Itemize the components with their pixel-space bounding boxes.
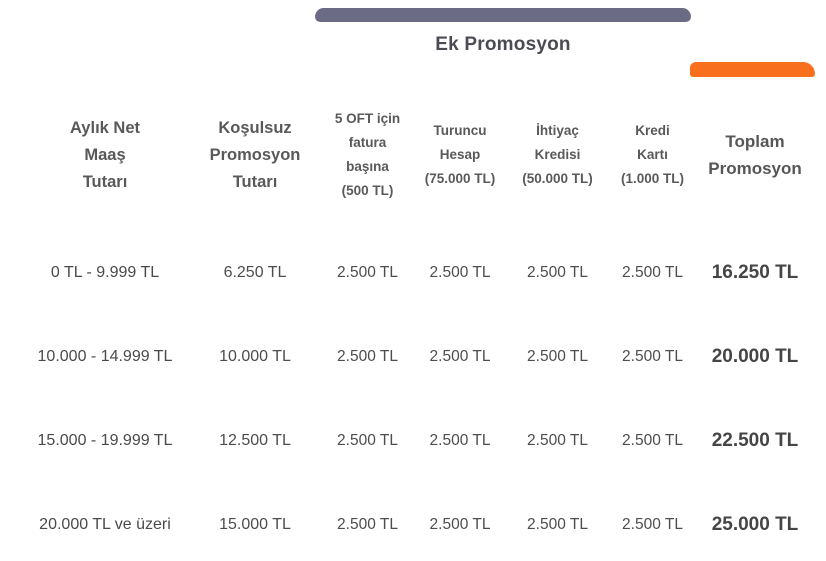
cell-unconditional-promotion: 15.000 TL: [219, 516, 291, 533]
cell-oft-value: 2.500 TL: [337, 348, 398, 365]
cell-salary-range: 0 TL - 9.999 TL: [50, 264, 160, 281]
cell-unconditional-promotion: 10.000 TL: [219, 348, 291, 365]
table-body: 0 TL - 9.999 TL 6.250 TL 2.500 TL 2.500 …: [20, 210, 815, 561]
promotion-table: Aylık Net Maaş Tutarı Koşulsuz Promosyon…: [20, 100, 815, 561]
table-row: 0 TL - 9.999 TL 6.250 TL 2.500 TL 2.500 …: [20, 231, 815, 315]
ek-promosyon-tab-bar: [315, 8, 691, 22]
cell-total-promotion: 16.250 TL: [711, 262, 799, 283]
cell-turuncu-value: 2.500 TL: [429, 516, 491, 533]
table-row: 10.000 - 14.999 TL 10.000 TL 2.500 TL 2.…: [20, 315, 815, 399]
cell-oft-value: 2.500 TL: [337, 432, 398, 449]
col-header-oft-fatura-basina: 5 OFT için fatura başına (500 TL): [334, 111, 401, 198]
cell-salary-range: 10.000 - 14.999 TL: [37, 348, 173, 365]
cell-turuncu-value: 2.500 TL: [429, 264, 491, 281]
cell-unconditional-promotion: 6.250 TL: [223, 264, 287, 281]
toplam-promosyon-tab-bar: [690, 62, 815, 77]
table-row: 20.000 TL ve üzeri 15.000 TL 2.500 TL 2.…: [20, 483, 815, 561]
cell-kredi-value: 2.500 TL: [527, 264, 588, 281]
cell-salary-range: 20.000 TL ve üzeri: [39, 516, 171, 533]
cell-kredi-value: 2.500 TL: [527, 516, 588, 533]
cell-kart-value: 2.500 TL: [622, 348, 683, 365]
cell-oft-value: 2.500 TL: [337, 264, 398, 281]
cell-salary-range: 15.000 - 19.999 TL: [37, 432, 173, 449]
cell-oft-value: 2.500 TL: [337, 516, 398, 533]
cell-kart-value: 2.500 TL: [622, 432, 683, 449]
col-header-ihtiyac-kredisi: İhtiyaç Kredisi (50.000 TL): [522, 123, 593, 186]
cell-kart-value: 2.500 TL: [622, 516, 683, 533]
cell-kart-value: 2.500 TL: [622, 264, 683, 281]
cell-unconditional-promotion: 12.500 TL: [219, 432, 291, 449]
cell-turuncu-value: 2.500 TL: [429, 432, 491, 449]
cell-turuncu-value: 2.500 TL: [429, 348, 491, 365]
ek-promosyon-title: Ek Promosyon: [435, 34, 571, 55]
col-header-aylik-net-maas-tutari: Aylık Net Maaş Tutarı: [70, 118, 140, 191]
col-header-kosulsuz-promosyon: Koşulsuz Promosyon Tutarı: [209, 118, 301, 191]
cell-kredi-value: 2.500 TL: [527, 348, 588, 365]
cell-total-promotion: 20.000 TL: [711, 346, 799, 367]
col-header-toplam-promosyon: Toplam Promosyon: [708, 132, 802, 178]
col-header-kredi-karti: Kredi Kartı (1.000 TL): [620, 123, 685, 186]
cell-total-promotion: 22.500 TL: [711, 430, 799, 451]
table-row: 15.000 - 19.999 TL 12.500 TL 2.500 TL 2.…: [20, 399, 815, 483]
col-header-turuncu-hesap: Turuncu Hesap (75.000 TL): [424, 123, 496, 186]
cell-kredi-value: 2.500 TL: [527, 432, 588, 449]
table-header-row: Aylık Net Maaş Tutarı Koşulsuz Promosyon…: [20, 100, 815, 210]
cell-total-promotion: 25.000 TL: [711, 514, 799, 535]
